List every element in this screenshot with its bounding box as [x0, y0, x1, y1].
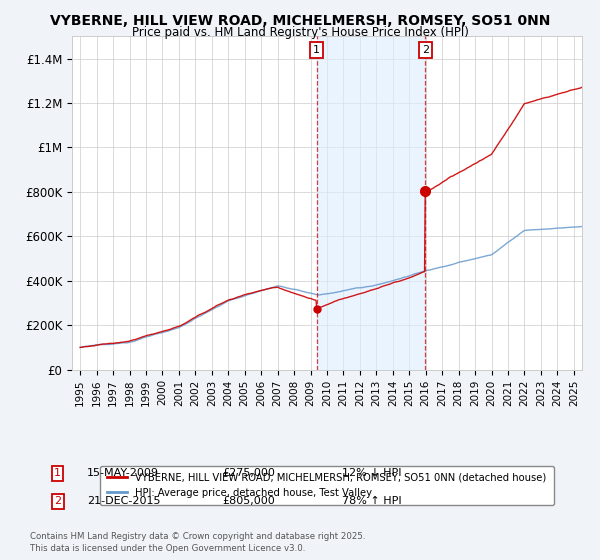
Text: Contains HM Land Registry data © Crown copyright and database right 2025.
This d: Contains HM Land Registry data © Crown c…	[30, 533, 365, 553]
Text: 78% ↑ HPI: 78% ↑ HPI	[342, 496, 401, 506]
Legend: VYBERNE, HILL VIEW ROAD, MICHELMERSH, ROMSEY, SO51 0NN (detached house), HPI: Av: VYBERNE, HILL VIEW ROAD, MICHELMERSH, RO…	[100, 465, 554, 505]
Text: 1: 1	[54, 468, 61, 478]
Text: Price paid vs. HM Land Registry's House Price Index (HPI): Price paid vs. HM Land Registry's House …	[131, 26, 469, 39]
Text: £275,000: £275,000	[222, 468, 275, 478]
Text: 21-DEC-2015: 21-DEC-2015	[87, 496, 161, 506]
Text: 2: 2	[54, 496, 61, 506]
Text: 12% ↓ HPI: 12% ↓ HPI	[342, 468, 401, 478]
Text: 1: 1	[313, 45, 320, 55]
Text: 2: 2	[422, 45, 429, 55]
Text: 15-MAY-2009: 15-MAY-2009	[87, 468, 159, 478]
Text: £805,000: £805,000	[222, 496, 275, 506]
Bar	[317, 36, 425, 370]
Text: VYBERNE, HILL VIEW ROAD, MICHELMERSH, ROMSEY, SO51 0NN: VYBERNE, HILL VIEW ROAD, MICHELMERSH, RO…	[50, 14, 550, 28]
